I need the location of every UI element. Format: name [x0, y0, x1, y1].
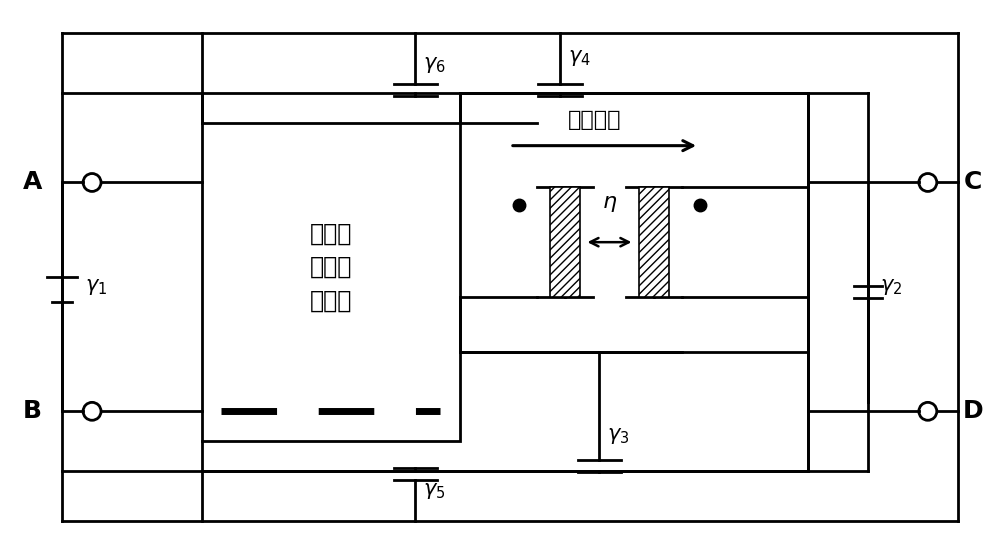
- Text: B: B: [23, 399, 42, 423]
- Text: D: D: [962, 399, 983, 423]
- Text: $\gamma_2$: $\gamma_2$: [880, 277, 902, 297]
- Text: $\eta$: $\eta$: [602, 194, 617, 214]
- Text: $\gamma_3$: $\gamma_3$: [607, 426, 630, 446]
- Text: C: C: [963, 171, 982, 194]
- Text: $\gamma_6$: $\gamma_6$: [423, 55, 446, 75]
- Text: $\gamma_1$: $\gamma_1$: [85, 277, 107, 297]
- Bar: [550, 188, 580, 297]
- Text: 磁性匹
配与损
耗单元: 磁性匹 配与损 耗单元: [310, 221, 352, 312]
- Bar: [202, 123, 460, 441]
- Text: $\gamma_5$: $\gamma_5$: [423, 481, 446, 501]
- Bar: [639, 188, 669, 297]
- Text: $\gamma_4$: $\gamma_4$: [568, 48, 590, 68]
- Text: A: A: [23, 171, 42, 194]
- Text: 优良匹配: 优良匹配: [568, 110, 621, 130]
